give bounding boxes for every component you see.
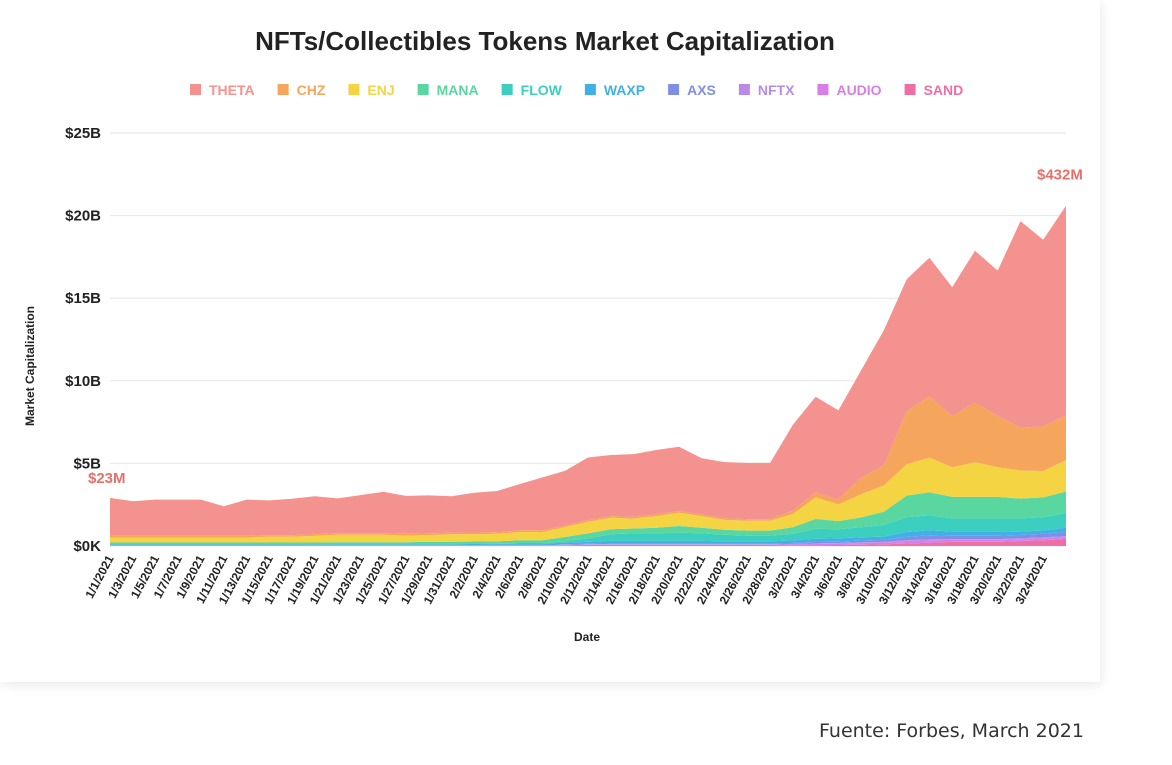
y-tick-label: $15B (65, 290, 101, 307)
legend-item-flow: FLOW (501, 82, 563, 98)
legend-item-sand: SAND (904, 82, 964, 98)
y-tick-label: $5B (73, 455, 101, 472)
legend-item-audio: AUDIO (817, 82, 882, 98)
legend-swatch (738, 84, 750, 95)
legend-item-enj: ENJ (348, 82, 395, 98)
legend-swatch (190, 84, 201, 95)
annotation-label: $432M (1037, 167, 1083, 184)
legend-item-theta: THETA (190, 82, 255, 98)
legend-label: AXS (687, 82, 716, 98)
area-chart: THETA CHZ ENJ MANA FLOW WAXP AXS NFTX AUDIO SAND … (23, 82, 1083, 644)
legend-swatch (668, 84, 680, 95)
y-axis-label: Market Capitalization (23, 306, 37, 426)
legend-label: ENJ (367, 82, 394, 98)
legend-label: MANA (437, 82, 479, 98)
y-tick-label: $0K (73, 538, 101, 555)
area-sand (110, 538, 1066, 546)
area-enj (110, 457, 1066, 543)
area-chz (110, 396, 1066, 538)
y-axis-ticks: $0K $5B $10B $15B $20B $25B (65, 125, 101, 555)
area-theta (110, 205, 1066, 536)
legend-swatch (417, 84, 429, 95)
legend-label: CHZ (297, 82, 326, 98)
legend-swatch (817, 84, 829, 95)
stacked-areas (110, 205, 1066, 546)
legend-label: SAND (924, 82, 964, 98)
annotation-label: $23M (88, 470, 126, 487)
legend-item-axs: AXS (668, 82, 716, 98)
legend-label: WAXP (604, 82, 645, 98)
x-axis-ticks: 1/1/20211/3/20211/5/20211/7/20211/9/2021… (82, 553, 1050, 607)
legend-item-chz: CHZ (277, 82, 326, 98)
legend-label: FLOW (521, 82, 563, 98)
legend-swatch (277, 84, 289, 95)
area-flow (110, 513, 1066, 545)
y-tick-label: $10B (65, 373, 101, 390)
area-mana (110, 491, 1066, 545)
legend-label: NFTX (758, 82, 795, 98)
legend-swatch (501, 84, 513, 95)
legend-label: THETA (209, 82, 255, 98)
legend: THETA CHZ ENJ MANA FLOW WAXP AXS NFTX AUDIO SAND (190, 82, 963, 98)
legend-swatch (584, 84, 596, 95)
legend-item-nftx: NFTX (738, 82, 795, 98)
area-axs (110, 532, 1066, 546)
annotations: $23M $432M (88, 167, 1083, 487)
area-waxp (110, 527, 1066, 545)
legend-swatch (904, 84, 916, 95)
legend-swatch (348, 84, 360, 95)
legend-label: AUDIO (836, 82, 881, 98)
y-tick-label: $25B (65, 125, 101, 142)
x-axis-label: Date (574, 630, 600, 644)
legend-item-waxp: WAXP (584, 82, 645, 98)
source-caption: Fuente: Forbes, March 2021 (819, 720, 1084, 742)
chart-title: NFTs/Collectibles Tokens Market Capitali… (255, 26, 835, 56)
y-tick-label: $20B (65, 208, 101, 225)
legend-item-mana: MANA (417, 82, 479, 98)
